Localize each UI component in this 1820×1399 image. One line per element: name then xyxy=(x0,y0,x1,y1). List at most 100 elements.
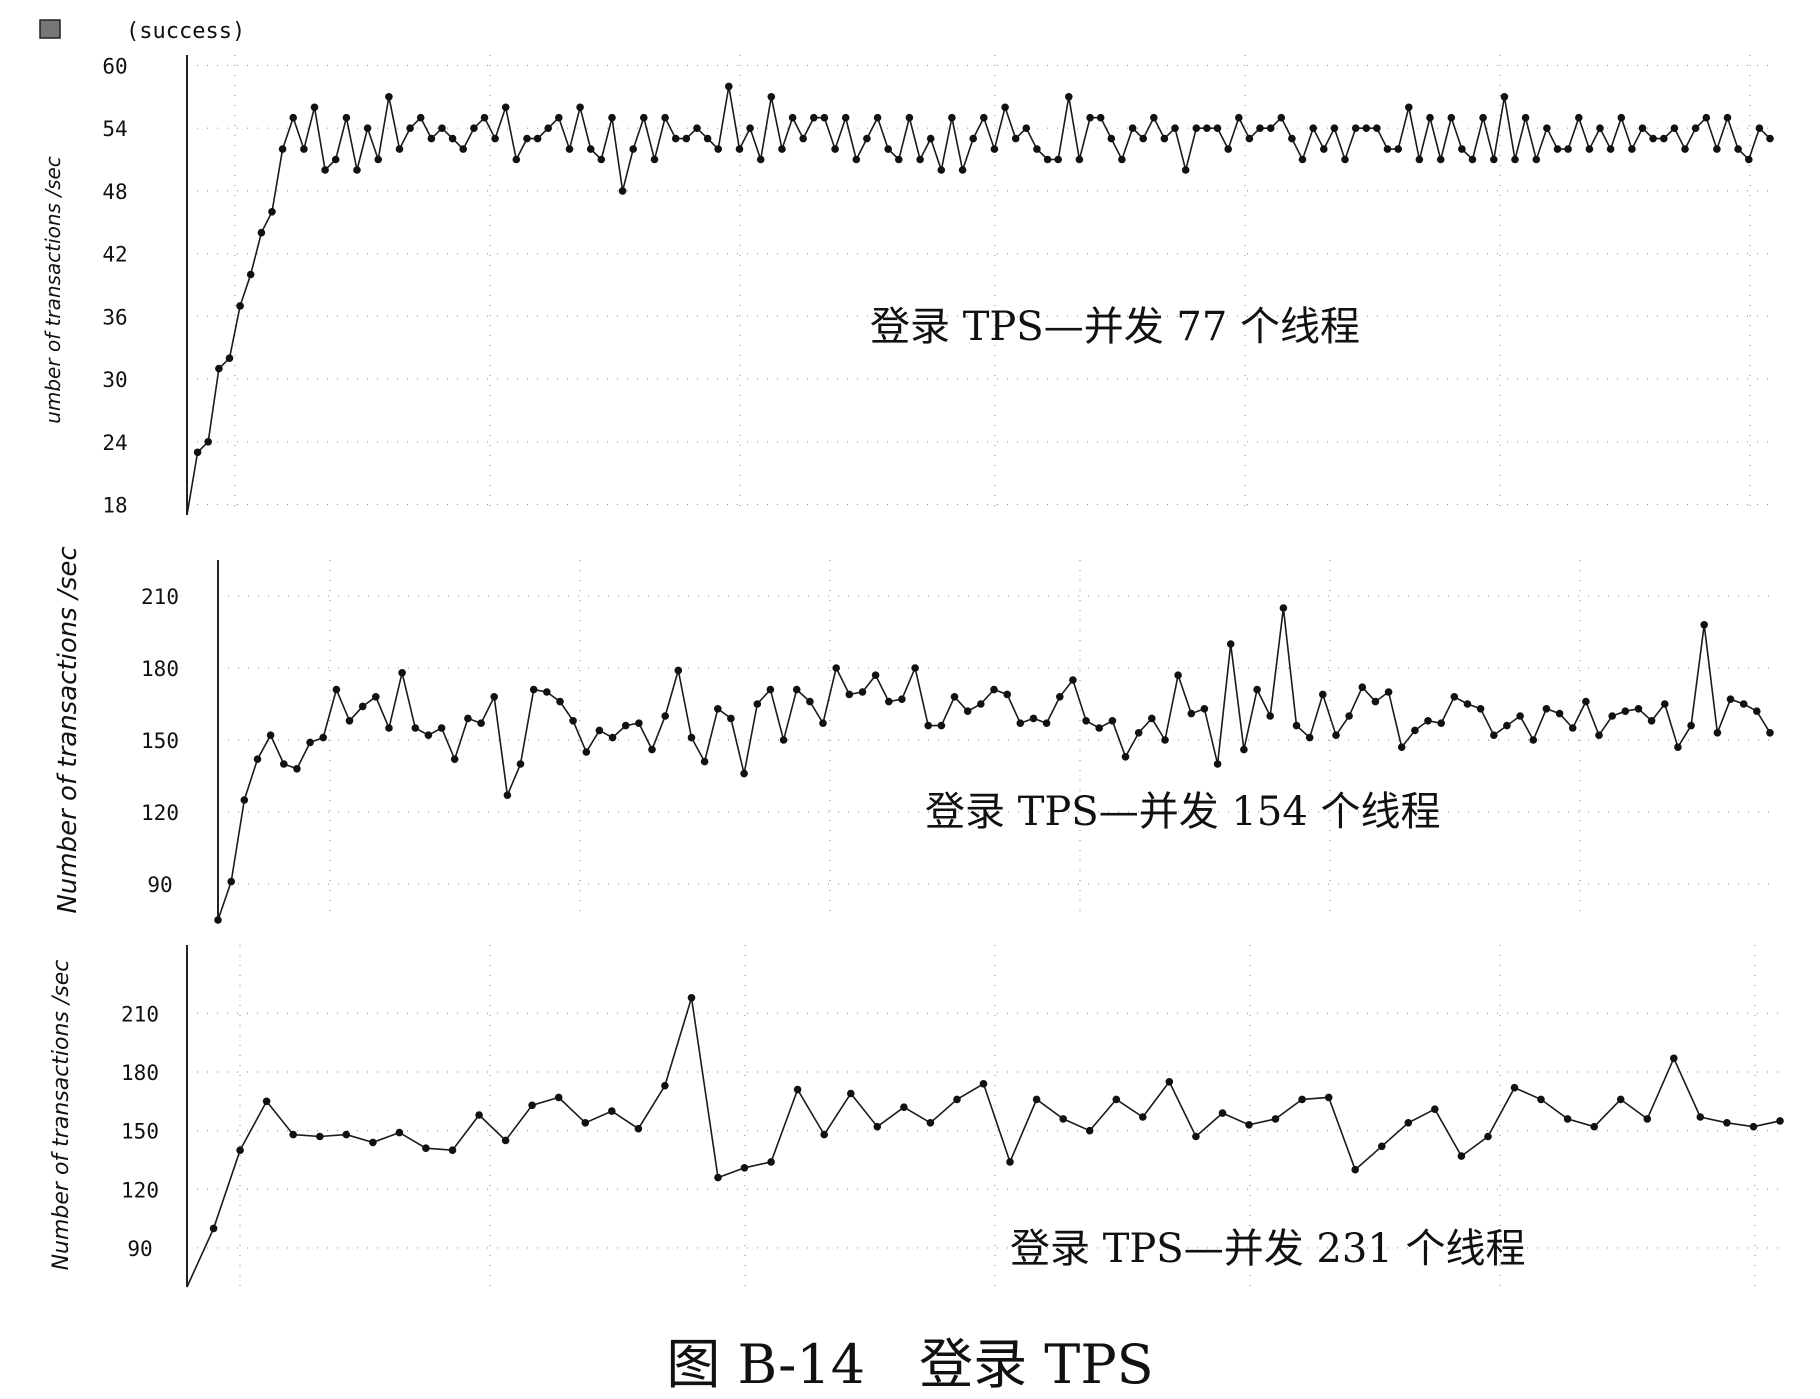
data-point xyxy=(1647,717,1656,725)
data-point xyxy=(1643,1115,1652,1123)
data-point xyxy=(1240,745,1248,754)
data-point xyxy=(1753,707,1761,715)
data-point xyxy=(1016,719,1025,727)
data-point xyxy=(819,719,827,727)
data-point xyxy=(885,697,893,706)
data-point xyxy=(475,1111,483,1119)
data-point xyxy=(1319,690,1327,699)
data-point xyxy=(316,1132,324,1141)
data-point xyxy=(1553,145,1562,153)
data-point xyxy=(1670,1054,1678,1063)
data-point xyxy=(806,697,814,706)
y-tick-label: 30 xyxy=(102,368,127,392)
data-point xyxy=(528,1101,536,1110)
data-point xyxy=(1634,705,1643,713)
data-point xyxy=(1383,145,1392,153)
data-point xyxy=(990,685,998,694)
data-point xyxy=(1723,1119,1731,1127)
data-point xyxy=(1271,1115,1280,1123)
data-point xyxy=(597,155,606,164)
chart-annotation: 登录 TPS—并发 231 个线程 xyxy=(1010,1226,1526,1272)
data-point xyxy=(1305,733,1314,742)
data-point xyxy=(1766,134,1774,143)
data-point xyxy=(703,134,712,143)
data-point xyxy=(1160,134,1169,143)
data-point xyxy=(374,155,383,164)
data-point xyxy=(503,791,512,799)
data-point xyxy=(1776,1117,1784,1125)
data-point xyxy=(1543,124,1551,132)
data-point xyxy=(1608,712,1616,720)
data-point xyxy=(398,669,406,677)
data-point xyxy=(1332,731,1340,739)
chart-77-threads: 18 24 30 36 42 48 54 60 umber of transactions /s… xyxy=(41,54,1774,518)
data-point xyxy=(1056,693,1064,701)
data-point xyxy=(266,731,275,739)
data-point xyxy=(1256,124,1264,132)
y-tick-label: 42 xyxy=(102,243,127,267)
data-point xyxy=(1404,1119,1413,1127)
data-point xyxy=(1555,709,1564,718)
data-point xyxy=(1218,1109,1227,1117)
data-point xyxy=(1691,124,1700,132)
data-point xyxy=(1405,103,1413,112)
data-point xyxy=(1575,113,1583,122)
data-point xyxy=(1585,145,1594,153)
data-point xyxy=(788,113,797,122)
data-point xyxy=(1128,124,1137,132)
data-point xyxy=(586,145,595,153)
data-point xyxy=(353,166,361,174)
data-point xyxy=(1095,724,1103,732)
data-point xyxy=(437,724,446,732)
data-point xyxy=(1726,695,1735,703)
data-point xyxy=(1200,705,1209,713)
data-point xyxy=(438,124,446,132)
data-point xyxy=(246,270,255,279)
data-point xyxy=(209,1224,218,1233)
data-point xyxy=(280,760,288,768)
data-point xyxy=(1213,124,1222,132)
data-point xyxy=(1245,134,1254,143)
tps-charts: (success) 18 24 30 36 42 48 54 60 umber of trans… xyxy=(39,19,1784,1288)
data-point xyxy=(1341,155,1349,164)
data-point xyxy=(1011,134,1020,143)
data-point xyxy=(427,134,436,143)
y-tick-label: 90 xyxy=(147,873,172,897)
data-point xyxy=(385,93,393,101)
data-point xyxy=(950,693,959,701)
data-point xyxy=(1351,1165,1359,1174)
data-point xyxy=(778,145,786,153)
y-tick-label: 150 xyxy=(121,1120,159,1144)
data-point xyxy=(1082,717,1090,725)
data-point xyxy=(555,113,563,122)
data-point xyxy=(635,719,643,727)
data-point xyxy=(1121,753,1130,761)
chart-annotation: 登录 TPS—并发 154 个线程 xyxy=(925,789,1441,835)
data-point xyxy=(1436,155,1445,164)
data-point xyxy=(1606,145,1615,153)
data-point xyxy=(1096,113,1105,122)
data-point xyxy=(1394,145,1402,153)
series-line xyxy=(186,997,1781,1288)
data-point xyxy=(629,145,637,153)
data-point xyxy=(779,736,788,744)
data-point xyxy=(1660,134,1668,143)
data-point xyxy=(634,1124,643,1133)
data-point xyxy=(980,113,988,122)
data-point xyxy=(1378,1142,1386,1151)
chart-annotation: 登录 TPS—并发 77 个线程 xyxy=(870,304,1360,350)
data-point xyxy=(1192,124,1201,132)
data-point xyxy=(1003,690,1011,699)
data-point xyxy=(753,700,762,708)
data-point xyxy=(924,721,932,730)
data-point xyxy=(714,1173,722,1182)
data-point xyxy=(345,717,354,725)
data-point xyxy=(406,124,414,132)
data-point xyxy=(1134,729,1143,737)
data-point xyxy=(1330,124,1339,132)
data-point xyxy=(257,228,266,237)
data-point xyxy=(979,1080,988,1088)
data-point xyxy=(799,134,807,143)
data-point xyxy=(926,1119,935,1127)
y-axis-label: Number of transactions /sec xyxy=(49,960,74,1271)
